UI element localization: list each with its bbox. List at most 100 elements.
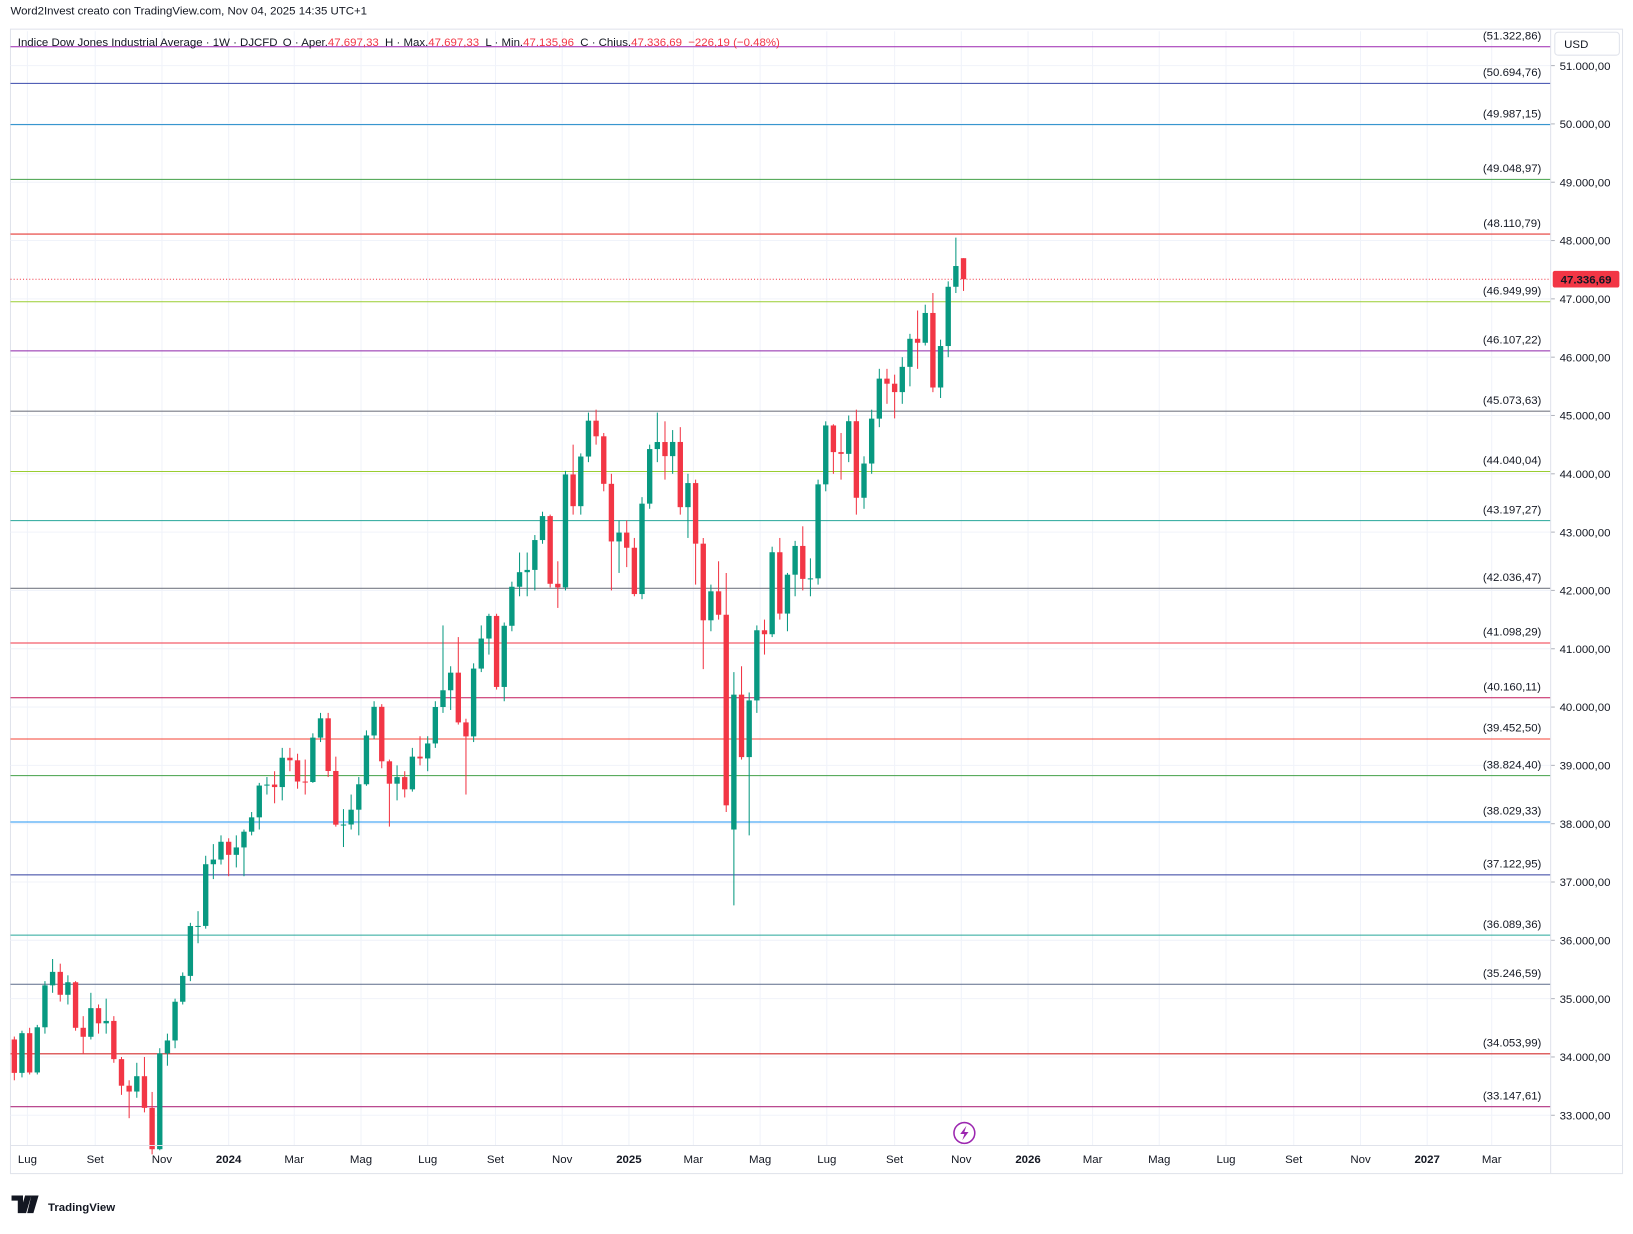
candle-body [294, 760, 301, 782]
candle-body [271, 784, 278, 788]
y-tick-label: 41.000,00 [1560, 644, 1611, 656]
candle-body [455, 672, 461, 723]
legend-low: 47.135,96 [523, 37, 574, 49]
candle-body [141, 1076, 148, 1108]
lightning-icon[interactable] [953, 1121, 976, 1145]
x-tick-label: 2026 [1015, 1154, 1040, 1166]
candle-body [310, 737, 316, 783]
axes: 33.000,00 34.000,00 35.000,00 36.000,00 37.0… [10, 29, 1623, 1174]
candle-body [784, 574, 791, 614]
x-tick-label: Mar [1482, 1154, 1502, 1166]
x-tick-label: 2027 [1414, 1154, 1439, 1166]
candle-body [937, 346, 944, 388]
legend-symbol: Indice Dow Jones Industrial Average · 1W… [18, 37, 278, 49]
y-tick-label: 48.000,00 [1560, 236, 1611, 248]
candle-body [509, 586, 515, 626]
x-tick-label: Mag [749, 1154, 771, 1166]
candle-body [539, 516, 546, 541]
y-tick-label: 51.000,00 [1560, 61, 1611, 73]
candle-body [777, 552, 783, 614]
candle-body [340, 824, 347, 826]
legend-open-label: O · Aper. [283, 37, 328, 49]
candle-body [325, 718, 331, 771]
level-label: (38.824,40) [1483, 759, 1542, 771]
level-label: (35.246,59) [1483, 968, 1542, 980]
y-tick-label: 45.000,00 [1560, 411, 1611, 423]
legend-open: 47.697,33 [328, 37, 379, 49]
candle-body [624, 532, 630, 548]
x-tick-label: Mag [350, 1154, 372, 1166]
candle-body [731, 694, 737, 830]
y-tick-label: 43.000,00 [1560, 527, 1611, 539]
level-label: (48.110,79) [1483, 218, 1541, 230]
candle-body [264, 784, 270, 786]
candle-body [363, 735, 370, 785]
level-label: (43.197,27) [1483, 504, 1542, 516]
candle-body [164, 1040, 171, 1054]
candle-body [348, 809, 354, 825]
candle-body [103, 1020, 109, 1024]
brand: TradingView [48, 1202, 115, 1214]
x-tick-label: Lug [418, 1154, 437, 1166]
y-tick-label: 49.000,00 [1560, 177, 1611, 189]
candle-body [792, 545, 798, 575]
last-price-box [1552, 270, 1620, 288]
candle-body [333, 770, 339, 825]
candle-body [72, 982, 79, 1028]
candle-body [738, 694, 745, 758]
candle-body [891, 383, 898, 393]
candle-body [922, 312, 928, 343]
level-label: (45.073,63) [1483, 395, 1542, 407]
candle-body [195, 925, 201, 927]
candle-body [371, 706, 377, 736]
candle-body [723, 614, 729, 806]
level-label: (46.107,22) [1483, 335, 1542, 347]
candle-body [861, 463, 867, 498]
candle-body [868, 418, 875, 464]
y-tick-label: 34.000,00 [1560, 1052, 1611, 1064]
candle-body [248, 817, 255, 832]
candle-body [815, 484, 821, 579]
candle-body [493, 615, 500, 687]
candle-body [524, 569, 530, 573]
x-tick-label: Mar [1083, 1154, 1103, 1166]
candle-body [225, 841, 232, 855]
candle-body [501, 625, 507, 687]
legend-close: 47.336,69 [631, 37, 682, 49]
y-tick-label: 42.000,00 [1560, 586, 1611, 598]
candle-body [876, 378, 883, 419]
candles [11, 237, 967, 1155]
candle-body [907, 338, 913, 367]
icon-bolt[interactable] [960, 1125, 969, 1141]
candle-body [65, 982, 71, 995]
candle-body [26, 1033, 33, 1073]
candle-body [287, 757, 293, 761]
candle-body [838, 452, 844, 454]
currency[interactable]: USD [1564, 39, 1588, 51]
level-label: (37.122,95) [1483, 859, 1542, 871]
candle-body [601, 436, 607, 484]
level-label: (39.452,50) [1483, 723, 1542, 735]
level-label: (44.040,04) [1483, 455, 1542, 467]
level-label: (33.147,61) [1483, 1090, 1542, 1102]
candle-body [608, 483, 615, 542]
candle-body [394, 777, 400, 784]
currency-box[interactable] [1554, 31, 1620, 56]
candle-body [677, 441, 683, 508]
x-tick-label: Set [487, 1154, 505, 1166]
x-tick-label: Mar [684, 1154, 704, 1166]
candle-body [180, 975, 186, 1002]
level-label: (34.053,99) [1483, 1038, 1542, 1050]
candle-body [126, 1085, 132, 1092]
y-tick-label: 35.000,00 [1560, 994, 1611, 1006]
levels: (51.322,86) (50.694,76) (49.987,15) (49.048… [10, 30, 1551, 1108]
candle-body [830, 425, 837, 453]
legend-close-label: C · Chius. [580, 37, 631, 49]
candle-body [447, 672, 454, 691]
candle-body [356, 784, 362, 810]
legend-change: −226,19 (−0.48%) [688, 37, 780, 49]
candle-body [486, 615, 492, 639]
candle-body [700, 543, 706, 621]
